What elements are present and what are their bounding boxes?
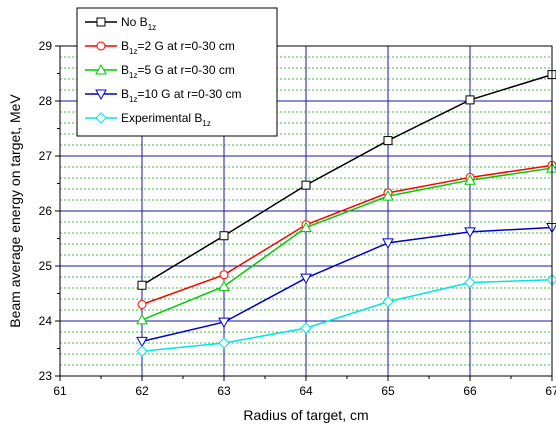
series-line bbox=[141, 73, 553, 286]
legend-label: B1z=2 G at r=0-30 cm bbox=[121, 39, 235, 56]
x-tick-label: 67 bbox=[545, 384, 556, 398]
x-tick-label: 64 bbox=[299, 384, 313, 398]
y-tick-label: 27 bbox=[39, 149, 53, 163]
axis-ticks bbox=[55, 45, 553, 381]
series-2 bbox=[137, 160, 556, 309]
y-tick-label: 23 bbox=[39, 369, 53, 383]
diamond-marker bbox=[300, 322, 312, 334]
triangle-down-marker bbox=[300, 273, 312, 285]
triangle-up-marker bbox=[95, 63, 107, 75]
series-4 bbox=[136, 223, 556, 348]
square-marker bbox=[301, 180, 311, 190]
y-tick-label: 28 bbox=[39, 94, 53, 108]
square-marker bbox=[219, 231, 229, 241]
legend-item: B1z=10 G at r=0-30 cm bbox=[85, 87, 242, 104]
circle-marker bbox=[137, 300, 147, 309]
triangle-down-marker bbox=[382, 238, 394, 249]
triangle-down-marker bbox=[218, 317, 230, 329]
square-marker bbox=[383, 136, 393, 146]
x-tick-label: 65 bbox=[381, 384, 395, 398]
series-line bbox=[141, 167, 553, 321]
diamond-marker bbox=[382, 296, 394, 308]
diamond-marker bbox=[95, 112, 107, 124]
triangle-down-marker bbox=[95, 89, 107, 101]
legend-item: No B1z bbox=[85, 15, 156, 32]
triangle-up-marker bbox=[136, 313, 148, 325]
series-line bbox=[141, 226, 553, 343]
y-axis-tick-labels: 23 24 25 26 27 28 29 bbox=[39, 39, 53, 383]
legend-item: B1z=2 G at r=0-30 cm bbox=[85, 39, 235, 56]
legend-item: B1z=5 G at r=0-30 cm bbox=[85, 63, 235, 80]
legend-label: No B1z bbox=[121, 15, 156, 32]
y-tick-label: 26 bbox=[39, 204, 53, 218]
legend-label: B1z=5 G at r=0-30 cm bbox=[121, 63, 235, 80]
triangle-up-marker bbox=[218, 280, 230, 291]
x-tick-label: 66 bbox=[463, 384, 477, 398]
x-tick-label: 63 bbox=[217, 384, 231, 398]
legend: No B1z B1z=2 G at r=0-30 cm B1z=5 G at r=0… bbox=[76, 7, 278, 137]
triangle-up-marker bbox=[464, 174, 476, 185]
y-tick-label: 24 bbox=[39, 314, 53, 328]
series-3 bbox=[136, 162, 556, 325]
diamond-marker bbox=[136, 345, 148, 357]
triangle-down-marker bbox=[464, 227, 476, 238]
series-line bbox=[141, 164, 553, 306]
triangle-down-marker bbox=[136, 336, 148, 348]
legend-box bbox=[76, 7, 278, 137]
triangle-up-marker bbox=[300, 221, 312, 232]
y-tick-label: 29 bbox=[39, 39, 53, 53]
y-tick-label: 25 bbox=[39, 259, 53, 273]
diamond-marker bbox=[464, 276, 476, 289]
x-tick-label: 61 bbox=[53, 384, 67, 398]
diamond-marker bbox=[218, 337, 230, 349]
square-marker bbox=[465, 95, 475, 105]
square-marker bbox=[96, 17, 106, 27]
series-5 bbox=[136, 274, 556, 357]
x-axis-tick-labels: 61 62 63 64 65 66 67 bbox=[53, 384, 556, 398]
series-line bbox=[141, 279, 553, 352]
legend-item: Experimental B1z bbox=[85, 111, 211, 128]
legend-label: Experimental B1z bbox=[121, 111, 211, 128]
y-axis-title: Beam average energy on target, MeV bbox=[7, 94, 23, 328]
circle-marker bbox=[96, 41, 106, 51]
triangle-up-marker bbox=[382, 190, 394, 201]
square-marker bbox=[137, 280, 147, 290]
x-axis-title: Radius of target, cm bbox=[243, 407, 368, 423]
legend-label: B1z=10 G at r=0-30 cm bbox=[121, 87, 242, 104]
circle-marker bbox=[219, 270, 229, 280]
x-tick-label: 62 bbox=[135, 384, 149, 398]
